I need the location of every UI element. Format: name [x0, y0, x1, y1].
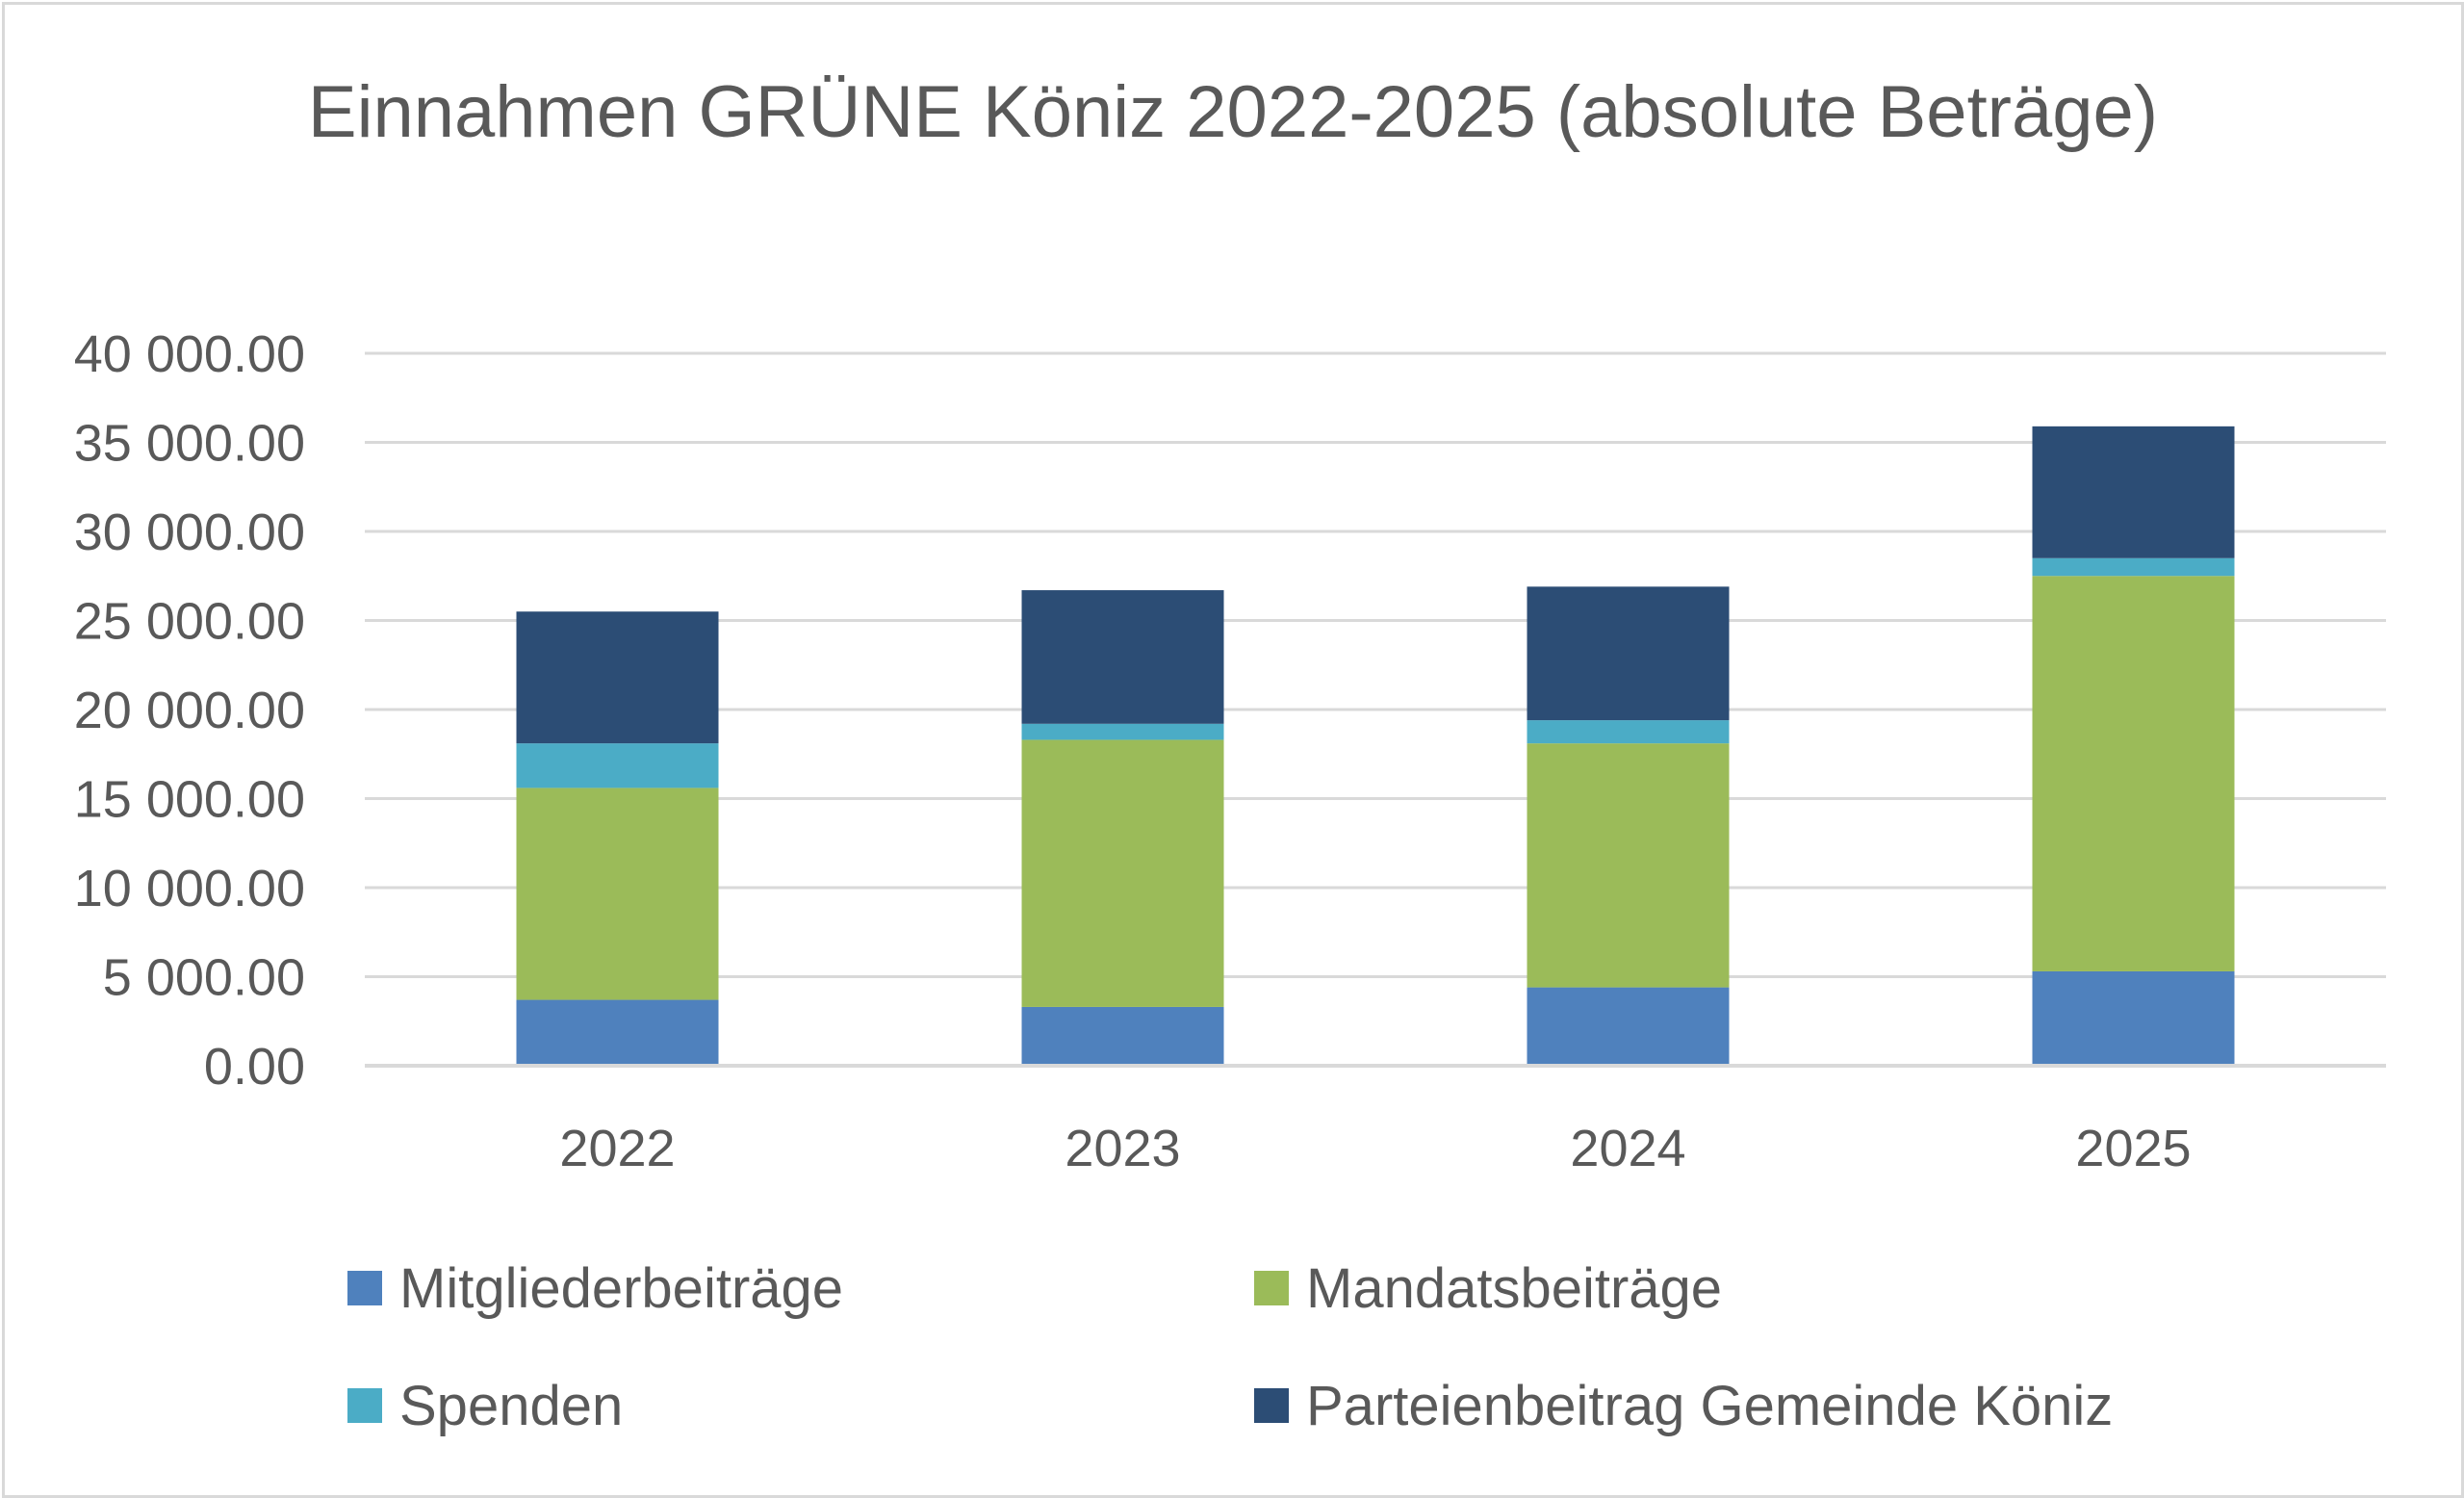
bar-segment — [1527, 720, 1730, 744]
y-tick-label: 25 000.00 — [74, 593, 305, 651]
legend-item: Spenden — [347, 1375, 623, 1437]
bar-segment — [2032, 557, 2235, 577]
bar-segment — [516, 611, 719, 744]
bar-segment — [1021, 739, 1224, 1007]
y-tick-label: 0.00 — [204, 1038, 305, 1096]
bar-segment — [1021, 723, 1224, 740]
bar-segment — [516, 788, 719, 1000]
legend-swatch — [347, 1388, 382, 1423]
bar-segment — [1527, 987, 1730, 1066]
bar-segment — [1527, 743, 1730, 988]
x-tick-label: 2023 — [1065, 1120, 1180, 1177]
bar-segment — [2032, 970, 2235, 1066]
bar-segment — [516, 999, 719, 1066]
y-axis-ticks: 0.00 5 000.00 10 000.00 15 000.00 20 000.00 2… — [74, 325, 305, 1096]
bar-segment — [2032, 426, 2235, 558]
chart-svg: Einnahmen GRÜNE Köniz 2022-2025 (absolut… — [74, 71, 2386, 1437]
y-tick-label: 35 000.00 — [74, 415, 305, 473]
y-tick-label: 15 000.00 — [74, 771, 305, 829]
legend-swatch — [1254, 1388, 1289, 1423]
legend-item: Mandatsbeiträge — [1254, 1257, 1722, 1320]
x-tick-label: 2022 — [559, 1120, 675, 1177]
chart-title: Einnahmen GRÜNE Köniz 2022-2025 (absolut… — [308, 71, 2158, 153]
legend-swatch — [1254, 1271, 1289, 1305]
legend-item: Mitgliederbeiträge — [347, 1257, 843, 1320]
y-tick-label: 5 000.00 — [103, 949, 305, 1007]
legend-label: Mitgliederbeiträge — [399, 1257, 843, 1320]
bar-segment — [2032, 576, 2235, 971]
y-tick-label: 30 000.00 — [74, 504, 305, 561]
bars — [516, 426, 2235, 1066]
legend: Mitgliederbeiträge Mandatsbeiträge Spenden… — [347, 1257, 2113, 1437]
y-tick-label: 10 000.00 — [74, 860, 305, 917]
legend-label: Parteienbeitrag Gemeinde Köniz — [1306, 1375, 2113, 1437]
legend-item: Parteienbeitrag Gemeinde Köniz — [1254, 1375, 2113, 1437]
y-tick-label: 40 000.00 — [74, 325, 305, 383]
bar-segment — [516, 743, 719, 788]
bar-segment — [1527, 586, 1730, 721]
legend-label: Spenden — [399, 1375, 623, 1437]
legend-label: Mandatsbeiträge — [1306, 1257, 1722, 1320]
legend-swatch — [347, 1271, 382, 1305]
x-axis-ticks: 2022 2023 2024 2025 — [559, 1120, 2191, 1177]
x-tick-label: 2024 — [1570, 1120, 1685, 1177]
bar-segment — [1021, 1006, 1224, 1066]
bar-segment — [1021, 590, 1224, 724]
x-tick-label: 2025 — [2075, 1120, 2191, 1177]
y-tick-label: 20 000.00 — [74, 682, 305, 739]
